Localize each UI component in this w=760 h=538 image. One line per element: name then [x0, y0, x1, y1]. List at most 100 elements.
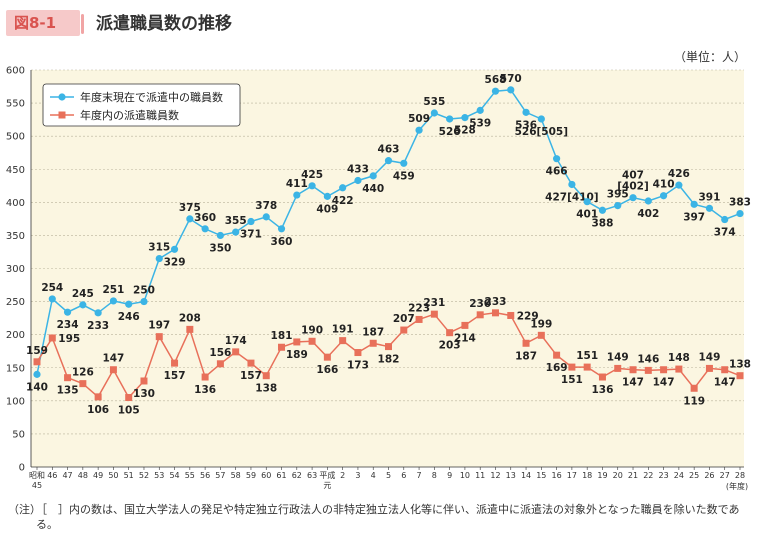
y-tick-label-350: 350: [6, 231, 25, 242]
data-point-0-41: [659, 192, 668, 200]
data-point-0-28: [461, 114, 469, 122]
data-label-1-7: 130: [133, 388, 155, 400]
data-point-0-5: [109, 297, 118, 305]
x-tick-label-10: 55: [185, 471, 195, 480]
data-label-0-9: 329: [164, 256, 186, 268]
data-label-0-24: 459: [393, 170, 415, 182]
data-point-1-42: [675, 365, 683, 373]
data-point-0-27: [446, 115, 454, 123]
data-label-1-1: 195: [58, 333, 80, 345]
x-tick-label-7: 52: [139, 471, 149, 480]
x-tick-label-25: 7: [417, 471, 422, 480]
unit-label: （単位：人）: [673, 50, 746, 64]
data-label-0-39-b: [402]: [617, 181, 649, 193]
x-tick-label-0: 昭和: [29, 471, 45, 480]
legend-label-1: 年度内の派遣職員数: [80, 108, 179, 122]
data-label-1-21: 173: [347, 360, 369, 372]
data-label-0-44: 391: [698, 191, 720, 203]
y-tick-label-450: 450: [6, 165, 25, 176]
legend-marker-0: [58, 93, 66, 101]
data-label-0-30: 568: [485, 74, 507, 86]
data-point-1-13: [232, 348, 240, 356]
data-point-1-28: [461, 321, 469, 329]
data-label-0-43: 397: [683, 211, 705, 223]
x-tick-label-2: 47: [62, 471, 72, 480]
x-tick-label-12: 57: [215, 471, 225, 480]
data-label-0-8: 315: [148, 242, 170, 254]
data-point-1-30: [491, 309, 499, 317]
data-point-0-39: [629, 194, 637, 202]
data-point-1-9: [171, 359, 179, 367]
data-label-1-27: 203: [439, 340, 461, 352]
x-tick-label-17: 62: [292, 471, 302, 480]
data-point-0-14: [247, 217, 255, 226]
x-tick-label-23: 5: [386, 471, 391, 480]
y-tick-label-400: 400: [6, 198, 25, 209]
y-tick-label-150: 150: [6, 363, 25, 374]
data-label-0-21: 433: [347, 163, 369, 175]
y-tick-label-550: 550: [6, 99, 25, 110]
data-label-0-26: 535: [423, 96, 445, 108]
data-point-1-41: [660, 366, 668, 374]
data-label-1-46: 138: [729, 359, 751, 371]
data-label-1-20: 191: [332, 324, 354, 336]
data-label-0-5: 251: [102, 284, 124, 296]
data-point-1-31: [507, 311, 515, 319]
x-tick-label-40: 22: [643, 471, 653, 480]
data-point-0-18: [308, 182, 316, 190]
footnote: （注） ［ ］内の数は、国立大学法人の発足や特定独立行政法人の非特定独立法人化等…: [8, 502, 752, 532]
data-point-1-20: [339, 337, 347, 345]
x-tick-label-37: 19: [597, 471, 607, 480]
data-label-1-25: 223: [408, 302, 430, 314]
data-label-0-42: 426: [668, 168, 690, 180]
data-point-0-31: [507, 86, 515, 94]
data-label-0-4: 233: [87, 320, 109, 332]
data-point-1-45: [721, 366, 729, 374]
data-point-0-26: [430, 109, 438, 117]
data-label-1-37: 136: [591, 384, 613, 396]
series-group: 1402542342452332512462503153293753603503…: [26, 73, 751, 417]
x-tick-label-28: 10: [460, 471, 470, 480]
x-tick-label-20: 2: [340, 471, 345, 480]
data-label-0-20: 422: [332, 195, 354, 207]
data-point-1-37: [598, 373, 606, 381]
data-label-0-34: 466: [546, 166, 568, 178]
x-tick-label-11: 56: [200, 471, 210, 480]
data-point-0-40: [644, 197, 652, 205]
data-label-0-15: 378: [255, 200, 277, 212]
x-tick-label-3: 48: [78, 471, 88, 480]
data-label-0-6: 246: [118, 311, 140, 323]
data-label-1-18: 190: [301, 324, 323, 336]
data-label-1-16: 181: [271, 330, 293, 342]
data-label-1-33: 199: [530, 318, 552, 330]
data-point-1-38: [614, 364, 622, 372]
data-label-0-7: 250: [133, 285, 155, 297]
data-label-1-42: 148: [668, 352, 690, 364]
data-label-0-33: 526[505]: [515, 126, 568, 138]
data-point-0-46: [736, 209, 744, 218]
data-label-0-27: 526: [439, 126, 461, 138]
data-point-1-43: [690, 384, 698, 392]
data-label-1-8: 197: [148, 320, 170, 332]
x-tick-label-4: 49: [93, 471, 103, 480]
data-point-0-23: [384, 157, 393, 165]
x-tick-label-33: 15: [536, 471, 546, 480]
data-point-0-13: [232, 228, 240, 236]
x-tick-label-24: 6: [401, 471, 406, 480]
x-tick-label-30: 12: [490, 471, 500, 480]
data-point-1-1: [48, 334, 56, 342]
data-label-1-36: 151: [576, 350, 598, 362]
data-point-0-38: [614, 202, 622, 210]
x-tick-label-27: 9: [447, 471, 452, 480]
data-point-0-21: [354, 176, 362, 185]
data-point-1-8: [155, 333, 163, 341]
x-tick-label-41: 23: [658, 471, 668, 480]
data-label-0-17: 411: [286, 178, 308, 190]
data-point-0-3: [79, 301, 87, 309]
data-point-1-33: [537, 331, 545, 339]
y-tick-label-200: 200: [6, 330, 25, 341]
data-point-1-15: [262, 372, 270, 380]
data-label-1-5: 147: [102, 353, 124, 365]
x-tick-label-29: 11: [475, 471, 485, 480]
data-label-0-19: 409: [316, 203, 338, 215]
